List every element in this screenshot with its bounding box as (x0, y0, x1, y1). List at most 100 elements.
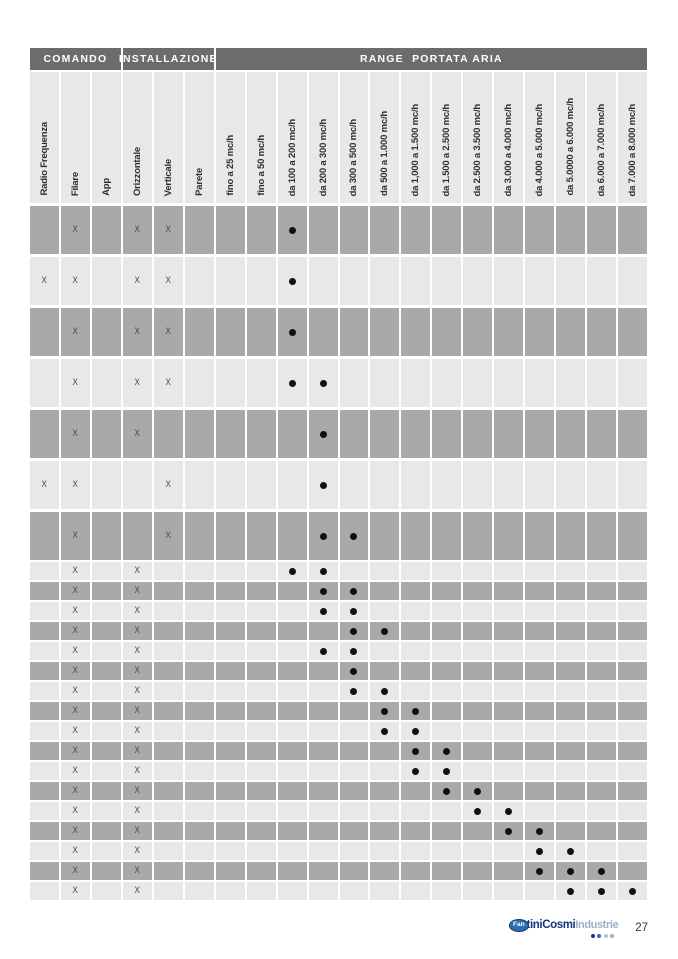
table-cell (246, 882, 276, 900)
table-cell (184, 842, 214, 860)
table-cell (370, 882, 400, 900)
table-cell (246, 512, 276, 560)
table-cell (215, 742, 245, 760)
table-cell (494, 512, 524, 560)
x-mark: X (134, 625, 141, 637)
table-cell (184, 822, 214, 840)
column-header: Parete (184, 72, 214, 203)
table-cell (277, 206, 307, 254)
table-cell (277, 842, 307, 860)
table-cell (246, 802, 276, 820)
x-mark: X (72, 765, 79, 777)
table-cell (277, 782, 307, 800)
column-header: Verticale (153, 72, 183, 203)
table-cell (494, 762, 524, 780)
table-cell: X (60, 562, 90, 580)
table-cell (91, 862, 121, 880)
column-header-label: App (100, 178, 112, 196)
table-cell (153, 842, 183, 860)
column-header-row: Radio Frequenza Filare App Orizzontale Verti… (30, 72, 647, 203)
table-cell (30, 822, 59, 840)
table-cell (401, 562, 431, 580)
table-cell (153, 882, 183, 900)
table-cell (401, 802, 431, 820)
table-cell (91, 842, 121, 860)
table-cell (401, 602, 431, 620)
dot-mark (288, 277, 296, 285)
table-cell (370, 257, 400, 305)
logo-dot-icon (603, 933, 608, 938)
table-cell (587, 602, 617, 620)
logo-main-text: tiniCosmi (526, 919, 576, 932)
table-cell (277, 722, 307, 740)
table-cell (370, 582, 400, 600)
table-cell (91, 762, 121, 780)
table-cell (184, 512, 214, 560)
dot-mark (505, 827, 513, 835)
table-cell (556, 257, 586, 305)
table-cell: X (153, 512, 183, 560)
logo-dot-icon (610, 933, 615, 938)
table-cell (556, 722, 586, 740)
table-cell: X (60, 722, 90, 740)
table-cell (370, 461, 400, 509)
table-cell (277, 359, 307, 407)
column-header: da 200 a 300 mc/h (308, 72, 338, 203)
x-mark: X (165, 377, 171, 389)
table-cell (215, 461, 245, 509)
table-cell (463, 722, 493, 740)
table-cell (401, 782, 431, 800)
dot-mark (474, 807, 482, 815)
table-cell: X (60, 742, 90, 760)
table-cell: X (122, 662, 152, 680)
column-header-label: da 4.000 a 5.000 mc/h (534, 103, 546, 196)
table-cell (494, 206, 524, 254)
table-cell (184, 782, 214, 800)
table-cell (494, 702, 524, 720)
table-cell (370, 822, 400, 840)
table-cell (587, 802, 617, 820)
table-cell (370, 410, 400, 458)
table-cell: X (122, 257, 152, 305)
table-cell (184, 582, 214, 600)
table-cell (339, 642, 369, 660)
table-cell (463, 308, 493, 356)
dot-mark (319, 379, 327, 387)
table-cell (339, 722, 369, 740)
column-header-label: Verticale (162, 158, 174, 196)
table-cell (30, 410, 59, 458)
table-cell (308, 822, 338, 840)
table-cell (277, 882, 307, 900)
table-cell (618, 206, 647, 254)
table-cell (153, 742, 183, 760)
table-cell (153, 602, 183, 620)
table-cell (339, 822, 369, 840)
table-cell (463, 882, 493, 900)
table-cell (122, 461, 152, 509)
x-mark: X (134, 585, 141, 597)
table-cell (432, 642, 462, 660)
table-cell (401, 662, 431, 680)
table-cell (30, 682, 59, 700)
x-mark: X (134, 725, 141, 737)
table-cell (184, 702, 214, 720)
table-cell (339, 842, 369, 860)
table-cell (308, 662, 338, 680)
table-cell (153, 662, 183, 680)
table-cell (308, 582, 338, 600)
table-cell (339, 862, 369, 880)
table-cell (91, 782, 121, 800)
table-cell (401, 512, 431, 560)
table-cell (494, 308, 524, 356)
table-cell (618, 359, 647, 407)
table-cell (153, 802, 183, 820)
table-cell (215, 602, 245, 620)
table-cell (401, 702, 431, 720)
x-mark: X (41, 479, 48, 491)
table-cell (246, 682, 276, 700)
dot-mark (350, 687, 358, 695)
table-cell (525, 702, 555, 720)
table-cell (339, 562, 369, 580)
